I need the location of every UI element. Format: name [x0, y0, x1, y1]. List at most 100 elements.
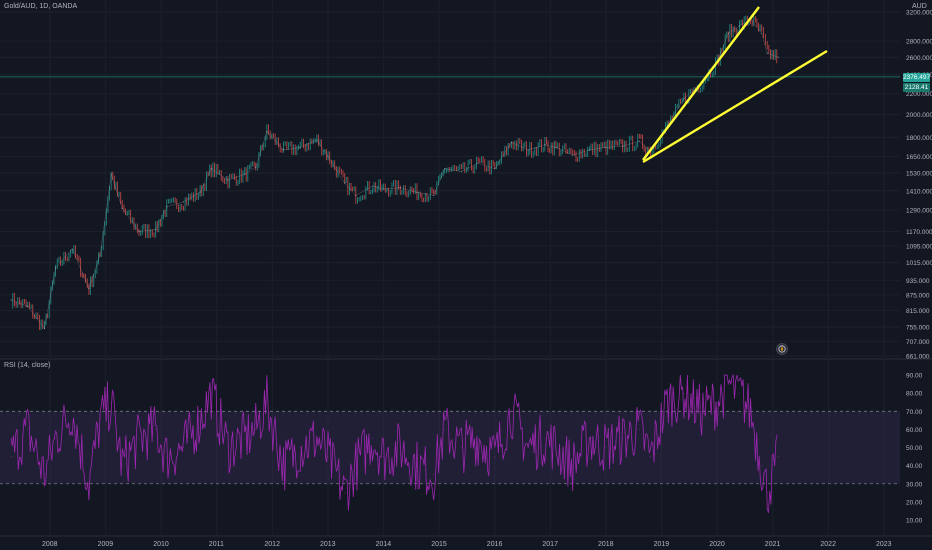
rsi-point: [716, 401, 718, 403]
time-axis[interactable]: 2008 2009 2010 2011 2012 2013 2014 2015 2016 2017…: [42, 541, 892, 548]
rsi-point: [199, 419, 201, 421]
price-point: [527, 149, 529, 151]
rsi-point: [88, 483, 90, 485]
rsi-tick-label: 90.00: [906, 373, 923, 380]
price-tick-label: 1170.000: [906, 229, 932, 236]
price-point: [155, 228, 157, 231]
rsi-point: [255, 428, 257, 431]
rsi-series: [10, 373, 779, 513]
lower-trendline: [642, 49, 828, 164]
price-tick-label: 1095.000: [906, 243, 932, 250]
price-tick-label: 707.000: [906, 339, 930, 346]
price-point: [43, 327, 46, 330]
rsi-title[interactable]: RSI (14, close): [4, 362, 51, 369]
time-tick-label: 2020: [709, 541, 725, 548]
price-point: [638, 140, 640, 142]
time-tick-label: 2018: [598, 541, 614, 548]
price-point: [99, 254, 101, 256]
rsi-point: [777, 455, 779, 458]
price-point: [299, 146, 301, 149]
rsi-tick-label: 30.00: [906, 481, 923, 488]
price-point: [494, 168, 496, 170]
rsi-point: [761, 465, 763, 467]
price-point: [210, 168, 212, 170]
rsi-point: [738, 392, 741, 394]
price-point: [572, 154, 574, 156]
rsi-point: [544, 437, 546, 440]
rsi-point: [121, 465, 123, 467]
price-point: [282, 149, 285, 151]
rsi-point: [244, 437, 246, 440]
price-point: [371, 185, 374, 187]
price-point: [54, 267, 57, 269]
rsi-point: [210, 392, 212, 394]
rsi-point: [138, 437, 140, 440]
rsi-tick-label: 70.00: [906, 409, 923, 416]
rsi-point: [99, 419, 101, 421]
rsi-point: [649, 455, 652, 458]
price-tick-label: 1800.000: [906, 135, 932, 142]
rsi-point: [477, 437, 479, 440]
price-tick-label: 815.000: [906, 308, 930, 315]
rsi-point: [572, 465, 574, 467]
rsi-point: [27, 428, 29, 431]
price-tick-label: 1290.000: [906, 208, 932, 215]
price-point: [27, 305, 29, 307]
rsi-point: [622, 437, 624, 440]
price-point: [316, 139, 318, 141]
rsi-point: [166, 455, 168, 458]
compass-icon[interactable]: [776, 343, 788, 355]
price-point: [544, 144, 546, 146]
price-point: [510, 141, 513, 143]
rsi-tick-label: 40.00: [906, 463, 923, 470]
rsi-tick-label: 60.00: [906, 427, 923, 434]
time-tick-label: 2019: [654, 541, 670, 548]
price-line: [10, 18, 779, 330]
rsi-point: [494, 455, 496, 458]
price-point: [605, 146, 607, 149]
rsi-point: [588, 437, 590, 440]
rsi-point: [605, 446, 607, 449]
price-series: [10, 15, 779, 330]
rsi-axis[interactable]: 90.00 80.00 70.00 60.00 50.00 40.00 30.00 20.00…: [906, 373, 923, 525]
rsi-point: [355, 465, 357, 467]
rsi-point: [527, 446, 529, 449]
price-tick-label: 875.000: [906, 292, 930, 299]
rsi-point: [555, 446, 557, 449]
price-tick-label: 1530.000: [906, 170, 932, 177]
time-tick-label: 2015: [431, 541, 447, 548]
rsi-point: [383, 455, 385, 458]
price-point: [683, 98, 685, 100]
price-tick-label: 661.000: [906, 354, 930, 361]
rsi-point: [416, 465, 418, 467]
time-tick-label: 2009: [98, 541, 114, 548]
price-tick-label: 2600.000: [906, 55, 932, 62]
price-point: [727, 32, 729, 35]
price-point: [199, 191, 201, 193]
price-tick-label: 1650.000: [906, 154, 932, 161]
price-tick-label: 1410.000: [906, 188, 932, 195]
rsi-point: [766, 492, 768, 494]
rsi-point: [371, 437, 374, 440]
rsi-point: [727, 383, 729, 385]
rsi-point: [510, 410, 513, 412]
time-tick-label: 2012: [264, 541, 280, 548]
rsi-point: [282, 465, 285, 467]
price-point: [138, 230, 140, 233]
currency-label: AUD: [912, 3, 927, 10]
price-point: [166, 206, 168, 208]
trendline-annotations[interactable]: [642, 6, 828, 164]
time-tick-label: 2013: [320, 541, 336, 548]
time-tick-label: 2022: [820, 541, 836, 548]
symbol-title[interactable]: Gold/AUD, 1D, OANDA: [4, 3, 78, 10]
price-tick-label: 2800.000: [906, 39, 932, 46]
rsi-point: [749, 410, 752, 412]
price-tick-label: 2000.000: [906, 112, 932, 119]
rsi-tick-label: 50.00: [906, 445, 923, 452]
price-point: [182, 201, 185, 203]
rsi-tick-label: 10.00: [906, 518, 923, 525]
current-price-tag: 2376.497: [903, 73, 931, 82]
rsi-point: [227, 446, 229, 449]
